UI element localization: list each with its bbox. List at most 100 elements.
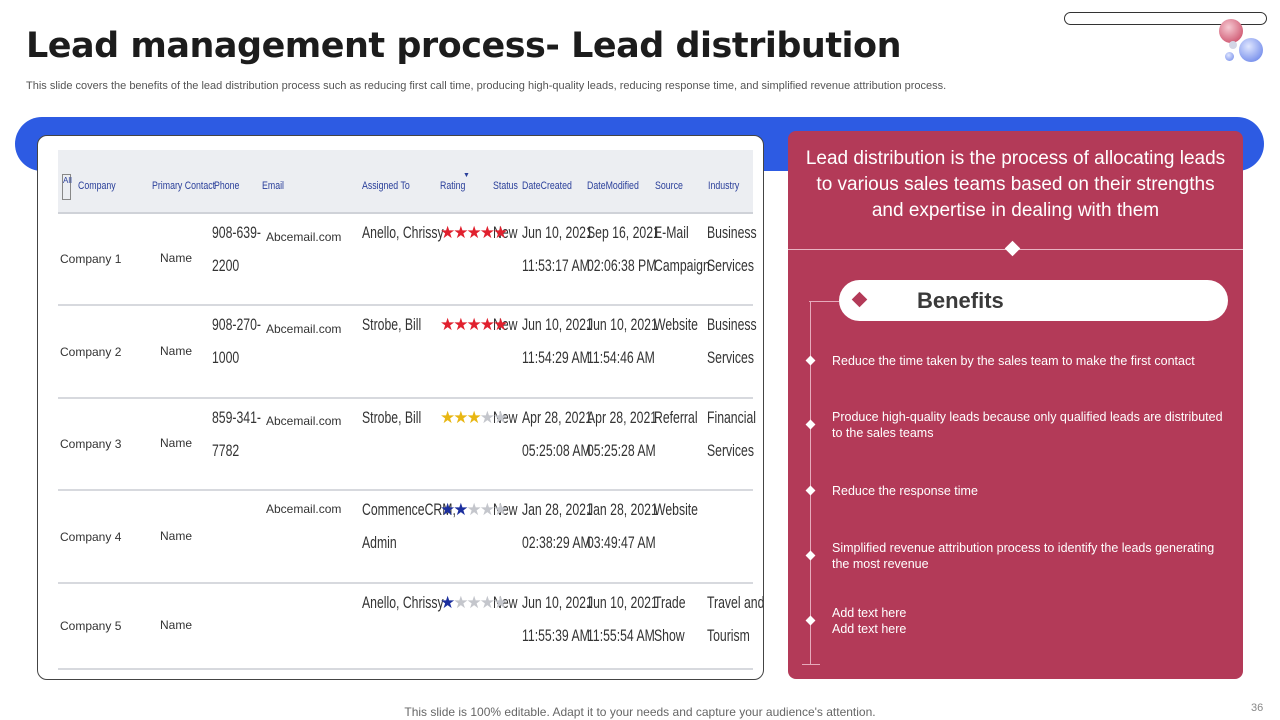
decorative-blue-dot	[1239, 38, 1263, 62]
industry-cell-line-2: Tourism	[707, 626, 750, 645]
benefit-item-3: Reduce the response time	[832, 484, 978, 498]
timeline-end-cap	[802, 664, 820, 665]
table-row[interactable]: Company 3 Name Abcemail.com 859-341- 7782 Str…	[58, 399, 756, 491]
source-cell-line-2: Campaign	[654, 256, 710, 275]
status-cell: New	[493, 593, 518, 612]
status-cell: New	[493, 315, 518, 334]
primary-contact-cell: Name	[160, 618, 193, 632]
header-status[interactable]: Status	[493, 180, 518, 192]
table-row[interactable]: Company 5 Name Anello, Chrissy New Jun 10, 2…	[58, 584, 763, 670]
timeline-connector	[809, 301, 839, 302]
header-rating[interactable]: Rating	[440, 180, 466, 192]
phone-cell-line-1: 859-341-	[212, 408, 262, 427]
industry-cell-line-1: Business	[707, 223, 757, 242]
date-modified-cell-line-1: Jun 10, 2021	[587, 315, 658, 334]
header-primary-contact[interactable]: Primary Contact	[152, 180, 216, 192]
date-modified-cell-line-2: 02:06:38 PM	[587, 256, 657, 275]
phone-cell-line-2: 1000	[212, 348, 240, 367]
header-date-created[interactable]: DateCreated	[522, 180, 572, 192]
assigned-to-cell-line-1: Strobe, Bill	[362, 315, 422, 334]
primary-contact-cell: Name	[160, 436, 193, 450]
date-created-cell-line-2: 02:38:29 AM	[522, 533, 591, 552]
header-company[interactable]: Company	[78, 180, 116, 192]
status-cell: New	[493, 500, 518, 519]
star-filled-icon: ★	[466, 315, 482, 334]
table-row[interactable]: Company 4 Name Abcemail.com CommenceCRM, Adm…	[58, 491, 753, 584]
star-filled-icon: ★	[440, 593, 455, 612]
company-cell: Company 2	[60, 345, 122, 359]
primary-contact-cell: Name	[160, 251, 193, 265]
phone-cell-line-2: 2200	[212, 256, 240, 275]
benefit-item-2: Produce high-quality leads because only …	[832, 410, 1223, 440]
benefit-item-4: Simplified revenue attribution process t…	[832, 541, 1215, 571]
company-cell: Company 3	[60, 437, 122, 451]
header-email[interactable]: Email	[262, 180, 285, 192]
rating-stars: ★★★★★	[440, 315, 508, 334]
phone-cell-line-1: 908-639-	[212, 223, 262, 242]
slide-title: Lead management process- Lead distributi…	[26, 26, 902, 66]
rating-stars: ★★★★★	[440, 408, 508, 427]
star-filled-icon: ★	[440, 500, 455, 519]
star-filled-icon: ★	[453, 223, 468, 242]
industry-cell-line-2: Services	[707, 256, 754, 275]
benefit-item-1: Reduce the time taken by the sales team …	[832, 354, 1195, 368]
star-filled-icon: ★	[493, 223, 508, 242]
status-cell: New	[493, 408, 518, 427]
assigned-to-cell-line-2: Admin	[362, 533, 397, 552]
page-number: 36	[1251, 702, 1264, 714]
benefits-title: Benefits	[917, 288, 1004, 313]
bullet-diamond-icon	[805, 550, 816, 561]
header-date-modified[interactable]: DateModified	[587, 180, 639, 192]
star-filled-icon: ★	[440, 223, 455, 242]
star-empty-icon: ★	[479, 593, 495, 612]
rating-stars: ★★★★★	[440, 500, 508, 519]
star-filled-icon: ★	[453, 408, 468, 427]
benefit-item-5: Add text here Add text here	[832, 606, 907, 636]
date-modified-cell-line-2: 11:55:54 AM	[587, 626, 655, 645]
header-source[interactable]: Source	[655, 180, 683, 192]
panel-intro-text: Lead distribution is the process of allo…	[805, 148, 1226, 221]
email-cell: Abcemail.com	[266, 322, 342, 336]
date-modified-cell-line-2: 03:49:47 AM	[587, 533, 656, 552]
star-empty-icon: ★	[453, 593, 468, 612]
star-filled-icon: ★	[479, 223, 495, 242]
benefits-diamond-icon	[851, 291, 868, 308]
decorative-grey-dot	[1229, 41, 1237, 49]
industry-cell-line-1: Travel and	[707, 593, 764, 612]
bullet-diamond-icon	[805, 355, 816, 366]
header-assigned-to[interactable]: Assigned To	[362, 180, 410, 192]
rating-stars: ★★★★★	[440, 223, 508, 242]
date-created-cell-line-2: 11:55:39 AM	[522, 626, 590, 645]
star-filled-icon: ★	[440, 408, 455, 427]
star-filled-icon: ★	[453, 500, 468, 519]
header-phone[interactable]: Phone	[214, 180, 240, 192]
date-created-cell-line-1: Jan 28, 2021	[522, 500, 593, 519]
source-cell-line-1: Website	[654, 315, 698, 334]
star-filled-icon: ★	[453, 315, 468, 334]
star-filled-icon: ★	[479, 315, 495, 334]
date-created-cell-line-1: Apr 28, 2021	[522, 408, 593, 427]
assigned-to-cell-line-1: Anello, Chrissy	[362, 593, 444, 612]
source-cell-line-1: Trade	[654, 593, 686, 612]
date-created-cell-line-1: Jun 10, 2021	[522, 315, 593, 334]
phone-cell-line-1: 908-270-	[212, 315, 262, 334]
date-created-cell-line-1: Jun 10, 2021	[522, 223, 593, 242]
select-all-checkbox[interactable]: All	[62, 174, 72, 200]
bullet-diamond-icon	[805, 485, 816, 496]
star-filled-icon: ★	[466, 408, 482, 427]
source-cell-line-1: E-Mail	[654, 223, 689, 242]
assigned-to-cell-line-1: Anello, Chrissy	[362, 223, 444, 242]
assigned-to-cell-line-1: Strobe, Bill	[362, 408, 422, 427]
header-industry[interactable]: Industry	[708, 180, 740, 192]
date-modified-cell-line-1: Apr 28, 2021	[587, 408, 658, 427]
industry-cell-line-1: Financial	[707, 408, 756, 427]
table-row[interactable]: Company 2 Name Abcemail.com 908-270- 1000 Str…	[58, 306, 757, 399]
bullet-diamond-icon	[805, 615, 816, 626]
sort-down-icon[interactable]: ▼	[463, 172, 470, 179]
benefits-heading-pill: Benefits	[839, 280, 1228, 321]
star-empty-icon: ★	[493, 593, 508, 612]
assigned-to-cell-line-1: CommenceCRM,	[362, 500, 456, 519]
table-row[interactable]: Company 1 Name Abcemail.com 908-639- 2200 Ane…	[58, 214, 757, 306]
divider-diamond-icon	[1004, 240, 1021, 257]
star-filled-icon: ★	[493, 315, 508, 334]
